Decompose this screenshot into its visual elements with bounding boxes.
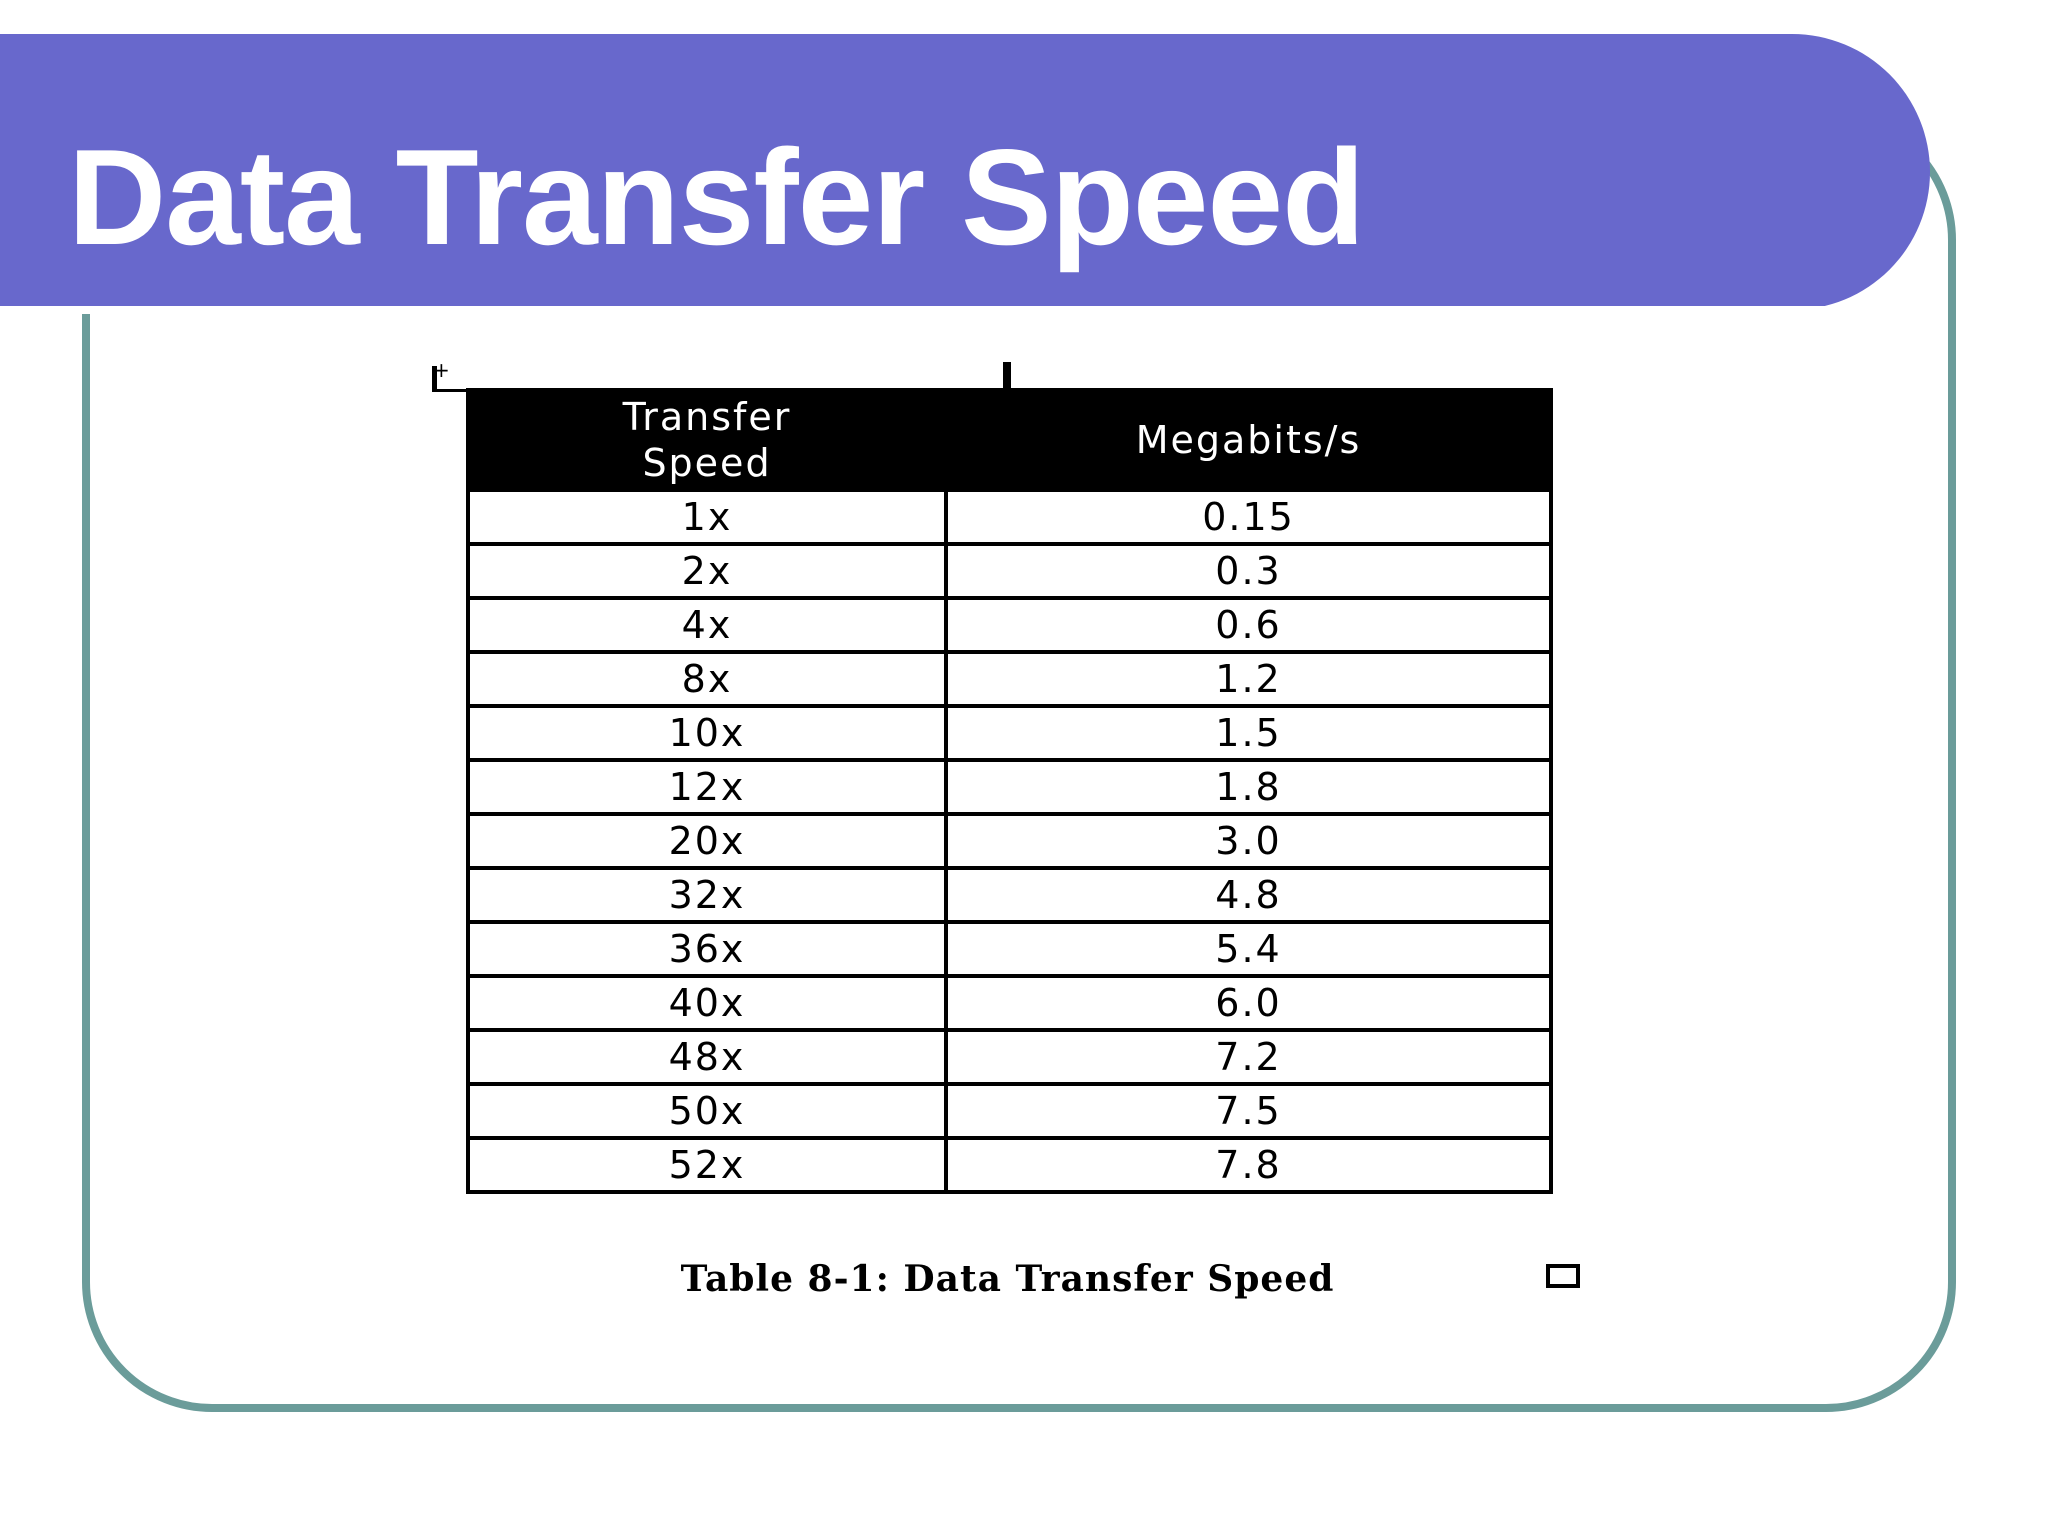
cell-transfer-speed: 36x: [466, 920, 948, 978]
cell-megabits: 0.3: [944, 542, 1553, 600]
header-megabits: Megabits/s: [944, 388, 1553, 492]
cell-megabits: 1.8: [944, 758, 1553, 816]
header-transfer-speed: Transfer Speed: [466, 388, 948, 492]
title-underline: [0, 306, 1826, 314]
title-bar: Data Transfer Speed: [0, 34, 1930, 314]
table-caption: Table 8-1: Data Transfer Speed: [680, 1258, 1335, 1300]
cell-megabits: 3.0: [944, 812, 1553, 870]
cell-transfer-speed: 10x: [466, 704, 948, 762]
cell-transfer-speed: 8x: [466, 650, 948, 708]
cell-transfer-speed: 50x: [466, 1082, 948, 1140]
cell-transfer-speed: 12x: [466, 758, 948, 816]
table-header-row: Transfer Speed Megabits/s: [466, 388, 1553, 492]
cell-transfer-speed: 20x: [466, 812, 948, 870]
column-resize-marker: [1003, 362, 1011, 392]
cell-megabits: 6.0: [944, 974, 1553, 1032]
table-row: 40x 6.0: [466, 974, 1553, 1032]
table-row: 10x 1.5: [466, 704, 1553, 762]
cell-transfer-speed: 1x: [466, 488, 948, 546]
cell-transfer-speed: 40x: [466, 974, 948, 1032]
table-row: 20x 3.0: [466, 812, 1553, 870]
cell-megabits: 1.5: [944, 704, 1553, 762]
table-row: 12x 1.8: [466, 758, 1553, 816]
table-row: 1x 0.15: [466, 488, 1553, 546]
speed-table: Transfer Speed Megabits/s 1x 0.15 2x 0.3 4x 0…: [466, 388, 1553, 1194]
table-row: 50x 7.5: [466, 1082, 1553, 1140]
speed-table-container: Transfer Speed Megabits/s 1x 0.15 2x 0.3 4x 0…: [466, 388, 1553, 1194]
cell-megabits: 4.8: [944, 866, 1553, 924]
table-row: 52x 7.8: [466, 1136, 1553, 1194]
cell-megabits: 0.15: [944, 488, 1553, 546]
cell-megabits: 1.2: [944, 650, 1553, 708]
table-anchor-marker: [432, 366, 466, 392]
table-row: 36x 5.4: [466, 920, 1553, 978]
cell-transfer-speed: 32x: [466, 866, 948, 924]
cell-transfer-speed: 4x: [466, 596, 948, 654]
table-row: 4x 0.6: [466, 596, 1553, 654]
table-move-handle-icon: +: [433, 358, 450, 382]
cell-megabits: 7.2: [944, 1028, 1553, 1086]
caption-end-marker: [1546, 1264, 1580, 1288]
table-row: 2x 0.3: [466, 542, 1553, 600]
cell-megabits: 7.8: [944, 1136, 1553, 1194]
cell-transfer-speed: 52x: [466, 1136, 948, 1194]
table-row: 48x 7.2: [466, 1028, 1553, 1086]
table-row: 32x 4.8: [466, 866, 1553, 924]
cell-transfer-speed: 2x: [466, 542, 948, 600]
cell-megabits: 5.4: [944, 920, 1553, 978]
table-row: 8x 1.2: [466, 650, 1553, 708]
cell-megabits: 0.6: [944, 596, 1553, 654]
slide-title: Data Transfer Speed: [68, 121, 1365, 273]
cell-megabits: 7.5: [944, 1082, 1553, 1140]
cell-transfer-speed: 48x: [466, 1028, 948, 1086]
